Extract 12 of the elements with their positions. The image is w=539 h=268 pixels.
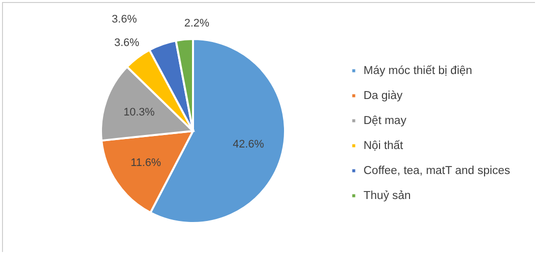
data-label: 11.6%	[130, 157, 162, 170]
legend-label: Máy móc thiết bị điện	[364, 64, 472, 77]
data-label: 42.6%	[232, 138, 264, 151]
legend-label: Da giày	[364, 90, 403, 102]
data-label: 2.2%	[184, 17, 210, 30]
legend-label: Coffee, tea, matT and spices	[364, 164, 510, 177]
data-label: 3.6%	[114, 37, 140, 50]
data-label: 10.3%	[124, 106, 155, 118]
data-label: 3.6%	[112, 13, 138, 26]
legend-label: Nội thất	[364, 140, 404, 152]
legend-label: Dệt may	[364, 114, 407, 127]
legend-label: Thuỷ sản	[364, 190, 411, 202]
